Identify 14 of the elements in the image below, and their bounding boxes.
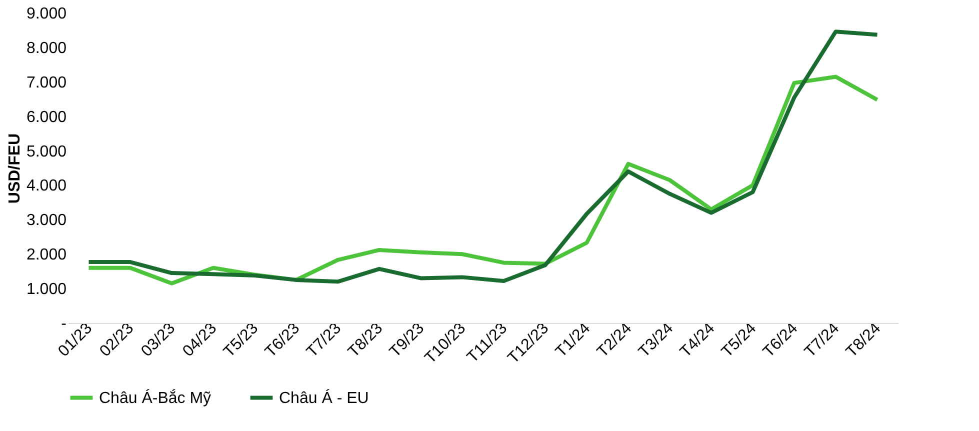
y-tick-label: 5.000 — [26, 143, 67, 160]
y-tick-label: 6.000 — [26, 108, 67, 126]
y-tick-label: 2.000 — [26, 246, 67, 264]
y-axis-title: USD/FEU — [6, 133, 24, 204]
y-tick-label: - — [61, 316, 66, 332]
line-series — [86, 30, 880, 284]
legend-label: Châu Á-Bắc Mỹ — [99, 388, 212, 407]
y-tick-label: 1.000 — [26, 281, 67, 298]
y-tick-label: 4.000 — [26, 178, 67, 195]
y-tick-label: 3.000 — [26, 212, 67, 230]
legend-label: Châu Á - EU — [279, 388, 369, 407]
y-tick-label: 9.000 — [26, 6, 67, 22]
y-tick-label: 7.000 — [26, 74, 67, 92]
y-tick-label: 8.000 — [26, 40, 67, 57]
